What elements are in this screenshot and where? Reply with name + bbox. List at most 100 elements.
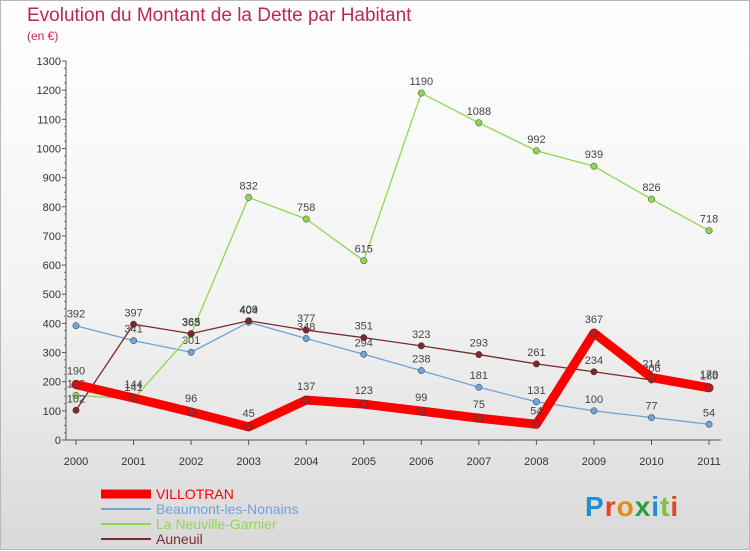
data-point xyxy=(72,391,80,399)
x-tick-label: 2007 xyxy=(467,456,491,468)
data-label: 99 xyxy=(415,392,427,404)
data-point xyxy=(186,407,196,417)
data-point xyxy=(360,257,368,265)
data-point xyxy=(532,147,540,155)
data-point xyxy=(72,322,80,330)
x-tick-label: 2011 xyxy=(697,456,721,468)
chart-subtitle: (en €) xyxy=(27,29,59,43)
data-label: 141 xyxy=(124,382,142,394)
data-point xyxy=(475,351,483,359)
data-label: 214 xyxy=(642,359,660,371)
data-label: 54 xyxy=(703,407,715,419)
data-point xyxy=(245,317,253,325)
data-point xyxy=(187,330,195,338)
logo-letter: i xyxy=(670,491,680,522)
data-point xyxy=(417,342,425,350)
x-tick-label: 2005 xyxy=(352,456,376,468)
proxiti-logo: Proxiti xyxy=(585,491,679,523)
logo-letter: x xyxy=(634,491,652,522)
data-point xyxy=(704,383,714,393)
data-point xyxy=(705,227,713,235)
data-label: 234 xyxy=(585,355,603,367)
data-point xyxy=(417,367,425,375)
series-line xyxy=(75,320,710,411)
data-label: 377 xyxy=(297,313,315,325)
legend-label: Beaumont-les-Nonains xyxy=(156,501,298,517)
data-label: 123 xyxy=(355,385,373,397)
y-tick-label: 1100 xyxy=(37,114,61,126)
series-line xyxy=(71,328,714,432)
y-tick-label: 600 xyxy=(43,260,61,272)
data-point xyxy=(302,335,310,342)
data-point xyxy=(590,162,598,170)
data-label: 45 xyxy=(243,408,255,420)
data-label: 392 xyxy=(67,309,85,321)
data-point xyxy=(301,395,311,405)
data-point xyxy=(417,89,425,97)
y-tick-label: 400 xyxy=(43,318,61,330)
data-point xyxy=(705,420,713,428)
data-point xyxy=(129,393,138,403)
y-tick-label: 100 xyxy=(43,406,61,418)
data-label: 615 xyxy=(355,244,373,256)
chart-title: Evolution du Montant de la Dette par Hab… xyxy=(27,5,412,26)
data-point xyxy=(647,373,656,382)
data-label: 939 xyxy=(585,149,603,161)
data-label: 137 xyxy=(297,381,315,393)
data-point xyxy=(130,337,138,345)
data-point xyxy=(589,328,599,338)
x-tick-label: 2009 xyxy=(582,456,606,468)
data-point xyxy=(130,320,138,328)
data-label: 323 xyxy=(412,329,430,341)
data-point xyxy=(648,195,655,203)
data-label: 294 xyxy=(355,337,373,349)
logo-letter: o xyxy=(616,491,635,522)
data-label: 397 xyxy=(124,307,142,319)
data-point xyxy=(532,420,541,429)
data-point xyxy=(475,383,483,391)
data-label: 351 xyxy=(355,321,373,333)
data-label: 1190 xyxy=(409,76,433,88)
legend-label: VILLOTRAN xyxy=(156,486,234,502)
data-label: 367 xyxy=(585,314,603,326)
series-line xyxy=(75,92,710,400)
x-tick-label: 2004 xyxy=(294,456,318,468)
data-point xyxy=(360,334,368,342)
data-label: 131 xyxy=(527,385,545,397)
series-line xyxy=(75,321,710,425)
y-tick-label: 1200 xyxy=(37,85,61,97)
data-point xyxy=(244,422,253,432)
y-tick-label: 1000 xyxy=(37,143,61,155)
data-point xyxy=(474,413,484,423)
x-tick-label: 2000 xyxy=(64,456,88,468)
series-beaumont-les-nonains: 3923413014043482942381811311007754 xyxy=(67,305,715,428)
data-label: 341 xyxy=(124,324,142,336)
data-label: 261 xyxy=(527,347,545,359)
data-point xyxy=(302,326,310,334)
y-tick-label: 500 xyxy=(43,289,61,301)
data-label: 758 xyxy=(297,202,315,214)
data-point xyxy=(590,368,598,376)
data-point xyxy=(71,380,81,389)
data-point xyxy=(245,193,253,201)
series-villotran: 190 144 96 45 137 123 99 75 54 367 214 179 xyxy=(67,314,718,432)
x-tick-label: 2002 xyxy=(179,456,203,468)
data-label: 180 xyxy=(700,371,718,383)
data-label: 1088 xyxy=(467,106,491,118)
y-tick-label: 700 xyxy=(43,231,61,243)
data-label: 826 xyxy=(642,182,660,194)
data-label: 75 xyxy=(473,399,485,411)
data-label: 77 xyxy=(645,401,657,413)
data-point xyxy=(417,406,426,416)
data-point xyxy=(648,414,655,422)
data-label: 102 xyxy=(67,393,85,405)
data-point xyxy=(72,406,80,414)
data-point xyxy=(359,399,368,409)
data-point xyxy=(532,398,540,406)
data-point xyxy=(475,119,483,127)
data-point xyxy=(360,350,368,358)
legend-label: Auneuil xyxy=(156,531,203,547)
data-label: 54 xyxy=(530,405,542,417)
